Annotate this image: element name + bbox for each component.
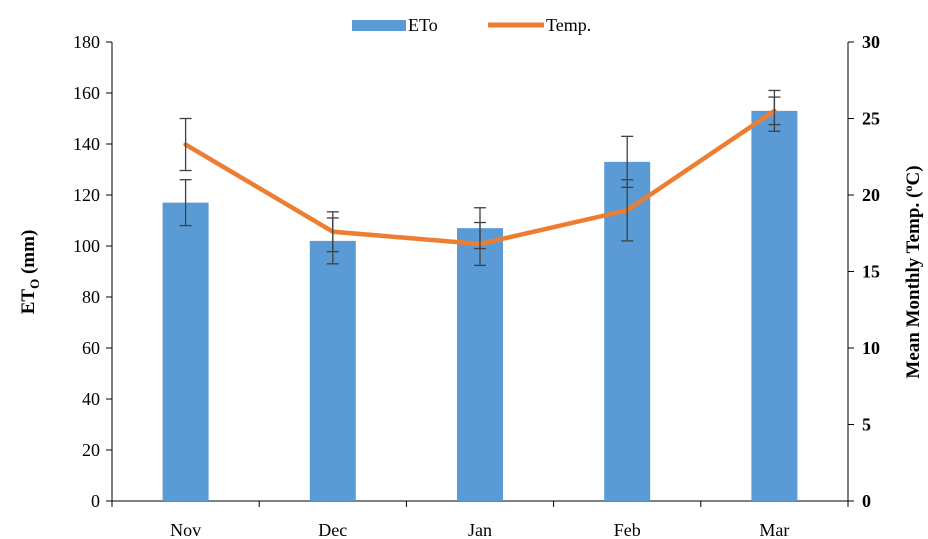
x-ticks: Nov Dec Jan Feb Mar bbox=[111, 501, 849, 539]
y2-tick-label: 25 bbox=[862, 109, 880, 129]
legend-label-eto: ETo bbox=[408, 15, 438, 35]
bars bbox=[162, 110, 798, 501]
eto-bar bbox=[309, 240, 356, 501]
y-tick-label: 20 bbox=[82, 440, 100, 460]
y2-tick-label: 30 bbox=[862, 32, 880, 52]
eto-bar bbox=[457, 228, 503, 501]
x-tick-label: Feb bbox=[614, 520, 641, 539]
legend: ETo Temp. bbox=[352, 15, 591, 35]
legend-label-temp: Temp. bbox=[546, 15, 591, 35]
y2-tick-label: 0 bbox=[862, 491, 871, 511]
y2-tick-label: 5 bbox=[862, 415, 871, 435]
y-tick-label: 120 bbox=[73, 185, 100, 205]
y-ticks: 0 20 40 60 80 100 120 140 160 180 bbox=[73, 32, 112, 511]
y-tick-label: 180 bbox=[73, 32, 100, 52]
y2-tick-label: 15 bbox=[862, 262, 880, 282]
y2-ticks: 0 5 10 15 20 25 30 bbox=[848, 32, 880, 511]
y2-tick-label: 20 bbox=[862, 185, 880, 205]
legend-swatch-eto bbox=[352, 20, 406, 31]
y-tick-label: 80 bbox=[82, 287, 100, 307]
y2-tick-label: 10 bbox=[862, 338, 880, 358]
y2-axis-title: Mean Monthly Temp. (ºC) bbox=[903, 165, 924, 378]
y-tick-label: 140 bbox=[73, 134, 100, 154]
y-axis-title: ETO (mm) bbox=[18, 230, 42, 315]
x-tick-label: Nov bbox=[170, 520, 201, 539]
x-tick-label: Mar bbox=[759, 520, 789, 539]
eto-bar bbox=[751, 110, 798, 501]
eto-bar bbox=[162, 202, 209, 501]
y-tick-label: 60 bbox=[82, 338, 100, 358]
y-tick-label: 0 bbox=[91, 491, 100, 511]
x-tick-label: Jan bbox=[468, 520, 492, 539]
temp-error-bars bbox=[179, 96, 781, 267]
y-tick-label: 40 bbox=[82, 389, 100, 409]
x-tick-label: Dec bbox=[318, 520, 347, 539]
y-tick-label: 100 bbox=[73, 236, 100, 256]
y-tick-label: 160 bbox=[73, 83, 100, 103]
